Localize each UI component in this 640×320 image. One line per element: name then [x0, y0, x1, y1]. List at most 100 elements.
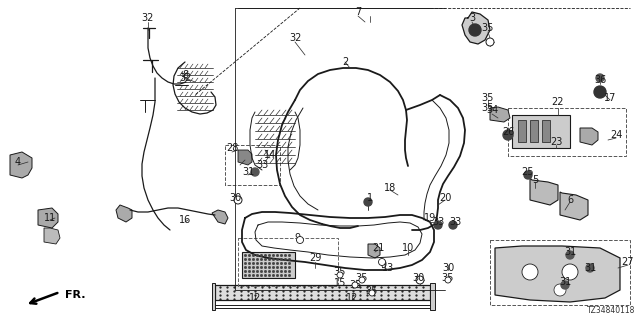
Text: 1: 1	[367, 193, 373, 203]
Text: 35: 35	[482, 103, 494, 113]
Text: 30: 30	[442, 263, 454, 273]
Circle shape	[486, 38, 494, 46]
Text: 31: 31	[242, 167, 254, 177]
Polygon shape	[212, 283, 215, 310]
Text: 21: 21	[372, 243, 384, 253]
Text: 2: 2	[342, 57, 348, 67]
Circle shape	[586, 264, 594, 272]
Text: 22: 22	[552, 97, 564, 107]
Circle shape	[522, 264, 538, 280]
Circle shape	[369, 290, 375, 296]
Circle shape	[251, 168, 259, 176]
Text: 12: 12	[346, 293, 358, 303]
Text: 8: 8	[182, 70, 188, 80]
Circle shape	[449, 221, 457, 229]
Text: 36: 36	[594, 75, 606, 85]
Text: 18: 18	[384, 183, 396, 193]
Text: 3: 3	[469, 13, 475, 23]
Circle shape	[359, 277, 365, 283]
Polygon shape	[212, 210, 228, 224]
Text: 32: 32	[289, 33, 301, 43]
Polygon shape	[368, 244, 380, 258]
Circle shape	[434, 221, 442, 229]
Text: 33: 33	[432, 217, 444, 227]
Text: TZ34840118: TZ34840118	[587, 306, 635, 315]
Polygon shape	[215, 285, 430, 300]
Polygon shape	[490, 107, 510, 122]
Polygon shape	[116, 205, 132, 222]
Circle shape	[524, 171, 532, 179]
Text: 35: 35	[349, 280, 361, 290]
Text: 25: 25	[522, 167, 534, 177]
Text: 35: 35	[482, 93, 494, 103]
Polygon shape	[242, 252, 295, 278]
Circle shape	[503, 130, 513, 140]
Circle shape	[378, 259, 385, 266]
Text: 29: 29	[309, 253, 321, 263]
Text: 17: 17	[604, 93, 616, 103]
Text: 30: 30	[412, 273, 424, 283]
Text: 11: 11	[44, 213, 56, 223]
Circle shape	[352, 282, 358, 288]
Text: 30: 30	[229, 193, 241, 203]
Text: 35: 35	[442, 273, 454, 283]
Circle shape	[296, 236, 303, 244]
Text: 31: 31	[559, 277, 571, 287]
Text: FR.: FR.	[65, 290, 86, 300]
Polygon shape	[530, 178, 558, 205]
Polygon shape	[530, 120, 538, 142]
Circle shape	[566, 251, 574, 259]
Text: 7: 7	[355, 7, 361, 17]
Text: 6: 6	[567, 195, 573, 205]
Circle shape	[562, 264, 578, 280]
Text: 24: 24	[610, 130, 622, 140]
Text: 20: 20	[439, 193, 451, 203]
Text: 31: 31	[564, 247, 576, 257]
Circle shape	[469, 24, 481, 36]
Text: 9: 9	[380, 260, 386, 270]
Circle shape	[561, 281, 569, 289]
Circle shape	[364, 198, 372, 206]
Text: 33: 33	[256, 160, 268, 170]
Text: 10: 10	[402, 243, 414, 253]
Text: 12: 12	[249, 293, 261, 303]
Polygon shape	[44, 228, 60, 244]
Circle shape	[554, 284, 566, 296]
Text: 27: 27	[621, 257, 634, 267]
Text: 13: 13	[382, 263, 394, 273]
Polygon shape	[495, 246, 620, 302]
Text: 34: 34	[486, 105, 498, 115]
Circle shape	[234, 196, 242, 204]
Circle shape	[416, 276, 424, 284]
Polygon shape	[462, 12, 490, 44]
Circle shape	[594, 86, 606, 98]
Text: 19: 19	[424, 213, 436, 223]
Polygon shape	[10, 152, 32, 178]
Circle shape	[445, 277, 451, 283]
Text: 5: 5	[532, 175, 538, 185]
Text: 14: 14	[264, 150, 276, 160]
Text: 35: 35	[334, 267, 346, 277]
Text: 32: 32	[142, 13, 154, 23]
Polygon shape	[580, 128, 598, 145]
Polygon shape	[542, 120, 550, 142]
Text: 26: 26	[502, 127, 514, 137]
Text: 9: 9	[294, 233, 300, 243]
Polygon shape	[38, 208, 58, 228]
Text: 4: 4	[15, 157, 21, 167]
Polygon shape	[430, 283, 435, 310]
Text: 15: 15	[334, 278, 346, 288]
Text: 32: 32	[179, 73, 191, 83]
Text: 16: 16	[179, 215, 191, 225]
Text: 33: 33	[449, 217, 461, 227]
Text: 23: 23	[550, 137, 562, 147]
Polygon shape	[560, 192, 588, 220]
Text: 31: 31	[584, 263, 596, 273]
Polygon shape	[512, 115, 570, 148]
Text: 35: 35	[366, 286, 378, 296]
Polygon shape	[238, 150, 252, 165]
Text: 35: 35	[482, 23, 494, 33]
Circle shape	[337, 272, 343, 278]
Text: 35: 35	[356, 273, 368, 283]
Polygon shape	[518, 120, 526, 142]
